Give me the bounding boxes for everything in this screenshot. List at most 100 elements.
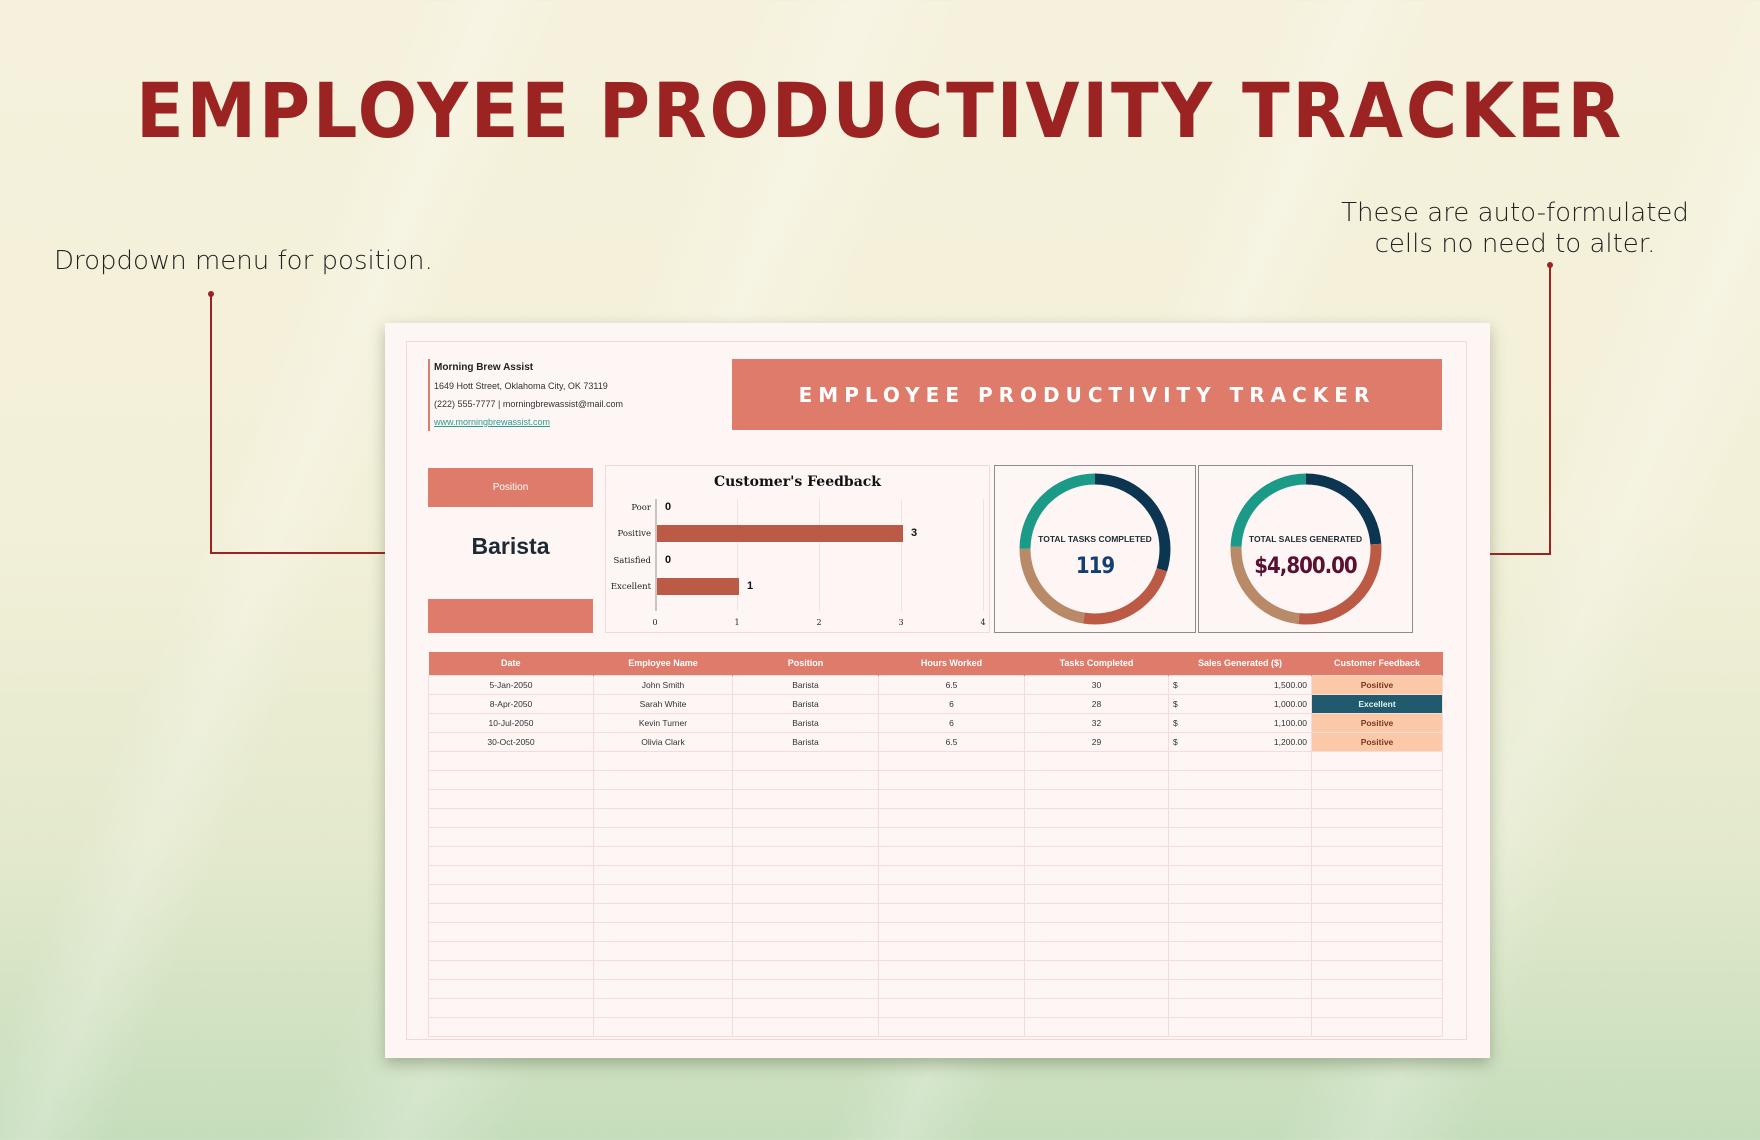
empty-cell[interactable] [1024,921,1169,942]
cell-sales[interactable]: $1,200.00 [1168,731,1312,752]
empty-cell[interactable] [1168,750,1312,771]
empty-cell[interactable] [1168,1016,1312,1037]
empty-cell[interactable] [1024,1016,1169,1037]
empty-cell[interactable] [1024,902,1169,923]
empty-cell[interactable] [1311,864,1443,885]
empty-cell[interactable] [1168,769,1312,790]
empty-cell[interactable] [878,921,1025,942]
empty-cell[interactable] [428,864,594,885]
empty-cell[interactable] [1168,807,1312,828]
empty-cell[interactable] [593,959,733,980]
empty-cell[interactable] [428,978,594,999]
empty-cell[interactable] [1168,959,1312,980]
empty-cell[interactable] [593,750,733,771]
empty-cell[interactable] [732,883,879,904]
empty-cell[interactable] [1311,978,1443,999]
cell-feedback[interactable]: Positive [1311,712,1443,733]
empty-cell[interactable] [1311,807,1443,828]
empty-cell[interactable] [878,826,1025,847]
cell-tasks[interactable]: 30 [1024,674,1169,695]
empty-cell[interactable] [878,807,1025,828]
empty-cell[interactable] [1024,978,1169,999]
empty-cell[interactable] [1311,769,1443,790]
empty-cell[interactable] [1168,883,1312,904]
cell-position[interactable]: Barista [732,693,879,714]
empty-cell[interactable] [428,902,594,923]
empty-cell[interactable] [732,921,879,942]
empty-cell[interactable] [1024,845,1169,866]
empty-cell[interactable] [428,750,594,771]
empty-cell[interactable] [593,788,733,809]
empty-cell[interactable] [732,826,879,847]
empty-cell[interactable] [1168,921,1312,942]
empty-cell[interactable] [878,883,1025,904]
empty-cell[interactable] [1168,997,1312,1018]
empty-cell[interactable] [1311,997,1443,1018]
empty-cell[interactable] [1168,940,1312,961]
cell-feedback[interactable]: Excellent [1311,693,1443,714]
empty-cell[interactable] [1311,959,1443,980]
empty-cell[interactable] [593,845,733,866]
cell-employee-name[interactable]: Olivia Clark [593,731,733,752]
empty-cell[interactable] [732,769,879,790]
cell-tasks[interactable]: 29 [1024,731,1169,752]
empty-cell[interactable] [428,788,594,809]
empty-cell[interactable] [1311,845,1443,866]
empty-cell[interactable] [593,921,733,942]
empty-cell[interactable] [878,845,1025,866]
empty-cell[interactable] [732,864,879,885]
column-header-hours-worked[interactable]: Hours Worked [878,652,1025,675]
empty-cell[interactable] [878,769,1025,790]
empty-cell[interactable] [1168,826,1312,847]
empty-cell[interactable] [1311,788,1443,809]
empty-cell[interactable] [1311,921,1443,942]
empty-cell[interactable] [878,959,1025,980]
empty-cell[interactable] [593,769,733,790]
position-dropdown[interactable]: Barista [471,533,550,559]
empty-cell[interactable] [878,788,1025,809]
company-website-link[interactable]: www.morningbrewassist.com [434,417,551,427]
cell-tasks[interactable]: 28 [1024,693,1169,714]
empty-cell[interactable] [1168,978,1312,999]
empty-cell[interactable] [1311,902,1443,923]
empty-cell[interactable] [878,902,1025,923]
empty-cell[interactable] [1024,807,1169,828]
empty-cell[interactable] [593,940,733,961]
empty-cell[interactable] [593,1016,733,1037]
cell-date[interactable]: 8-Apr-2050 [428,693,594,714]
empty-cell[interactable] [1024,864,1169,885]
empty-cell[interactable] [878,1016,1025,1037]
column-header-employee-name[interactable]: Employee Name [593,652,733,675]
empty-cell[interactable] [428,826,594,847]
empty-cell[interactable] [593,902,733,923]
empty-cell[interactable] [732,750,879,771]
empty-cell[interactable] [428,997,594,1018]
empty-cell[interactable] [732,959,879,980]
cell-employee-name[interactable]: Sarah White [593,693,733,714]
cell-position[interactable]: Barista [732,731,879,752]
empty-cell[interactable] [1024,769,1169,790]
empty-cell[interactable] [1024,959,1169,980]
empty-cell[interactable] [1024,997,1169,1018]
empty-cell[interactable] [878,940,1025,961]
empty-cell[interactable] [593,978,733,999]
cell-tasks[interactable]: 32 [1024,712,1169,733]
cell-hours[interactable]: 6.5 [878,674,1025,695]
column-header-sales-generated[interactable]: Sales Generated ($) [1168,652,1312,675]
empty-cell[interactable] [1024,940,1169,961]
cell-hours[interactable]: 6 [878,693,1025,714]
cell-employee-name[interactable]: Kevin Turner [593,712,733,733]
empty-cell[interactable] [878,864,1025,885]
empty-cell[interactable] [428,807,594,828]
cell-hours[interactable]: 6.5 [878,731,1025,752]
empty-cell[interactable] [593,997,733,1018]
empty-cell[interactable] [593,864,733,885]
empty-cell[interactable] [593,883,733,904]
empty-cell[interactable] [593,807,733,828]
empty-cell[interactable] [1168,864,1312,885]
empty-cell[interactable] [593,826,733,847]
empty-cell[interactable] [1168,902,1312,923]
empty-cell[interactable] [732,902,879,923]
empty-cell[interactable] [732,807,879,828]
empty-cell[interactable] [732,1016,879,1037]
